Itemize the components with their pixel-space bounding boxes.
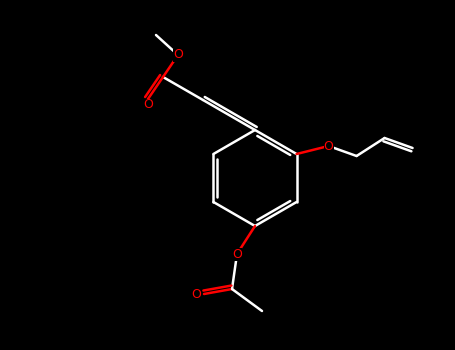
Text: O: O — [232, 247, 242, 260]
Text: O: O — [191, 287, 201, 301]
Text: O: O — [173, 49, 183, 62]
Text: O: O — [324, 140, 334, 153]
Text: O: O — [143, 98, 153, 112]
